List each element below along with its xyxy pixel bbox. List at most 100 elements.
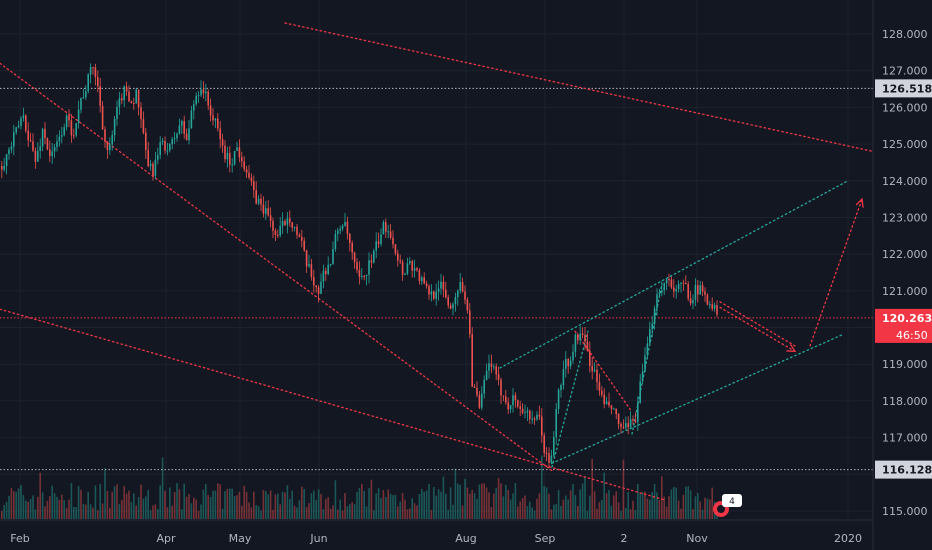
volume-bar <box>39 472 41 519</box>
volume-bar <box>651 492 653 519</box>
volume-bar <box>3 505 5 519</box>
price-tick: 128.000 <box>882 28 928 41</box>
candle-body <box>382 222 385 235</box>
candle-body <box>699 285 701 295</box>
volume-bar <box>27 501 29 519</box>
candle-body <box>713 305 716 309</box>
corner-badge[interactable]: 4 <box>713 494 742 517</box>
candle-body <box>694 285 697 300</box>
candle-body <box>85 91 87 98</box>
volume-bar <box>161 457 164 519</box>
volume-bar <box>260 510 262 519</box>
candle-body <box>267 208 269 216</box>
candle-body <box>689 298 692 304</box>
trend-line <box>719 306 795 351</box>
volume-bar <box>255 505 257 519</box>
candle-body <box>97 77 99 87</box>
candle-body <box>253 181 255 191</box>
candle-body <box>233 150 236 165</box>
volume-bar <box>421 489 423 519</box>
price-tick: 121.000 <box>882 285 928 298</box>
candle-body <box>502 395 505 397</box>
volume-bar <box>416 505 418 519</box>
candle-body <box>615 408 617 415</box>
volume-bar <box>97 510 99 519</box>
volume-bar <box>668 496 670 519</box>
candle-body <box>169 143 171 151</box>
candle-body <box>617 414 620 424</box>
volume-bar <box>193 497 195 519</box>
candle-body <box>629 419 632 428</box>
volume-bar <box>113 486 116 519</box>
candle-body <box>370 260 373 263</box>
volume-bar <box>85 504 87 519</box>
candle-body <box>461 282 464 292</box>
volume-bar <box>277 493 279 519</box>
candle-body <box>634 420 637 423</box>
volume-bar <box>286 485 289 519</box>
volume-bar <box>94 485 97 519</box>
time-axis[interactable]: Feb Apr May Jun Aug Sep 2 Nov 2020 <box>10 532 862 545</box>
volume-bar <box>454 468 457 519</box>
volume-bar <box>188 494 190 519</box>
volume-bar <box>692 509 694 519</box>
price-tick: 119.000 <box>882 358 928 371</box>
volume-bar <box>183 483 185 519</box>
candle-body <box>361 276 363 278</box>
volume-bar <box>257 506 260 519</box>
volume-bar <box>673 486 675 519</box>
candle-body <box>596 369 598 382</box>
candle-body <box>99 86 101 106</box>
candle-body <box>665 279 668 284</box>
candle-body <box>121 98 123 101</box>
volume-bar <box>142 498 145 519</box>
volume-bar <box>543 486 545 519</box>
volume-bar <box>109 507 111 519</box>
volume-bar <box>382 489 385 519</box>
candle-body <box>413 268 416 271</box>
volume-bar <box>226 488 229 519</box>
candle-body <box>682 282 685 284</box>
volume-bar <box>665 506 668 519</box>
candle-body <box>409 261 411 264</box>
volume-bar <box>572 484 574 519</box>
candle-body <box>385 222 387 232</box>
volume-bar <box>481 483 483 519</box>
candle-body <box>344 221 346 226</box>
volume-bar <box>569 490 572 519</box>
candle-body <box>478 395 481 408</box>
candle-body <box>668 279 670 281</box>
volume-bar <box>473 493 476 519</box>
candle-body <box>553 437 555 456</box>
candle-body <box>577 334 579 341</box>
volume-bar <box>121 499 123 519</box>
candle-body <box>709 304 711 306</box>
volume-bar <box>625 507 627 519</box>
volume-bar <box>591 458 593 519</box>
candle-body <box>101 105 104 130</box>
volume-bar <box>44 506 46 519</box>
candle-body <box>63 127 65 136</box>
volume-bar <box>423 491 425 519</box>
countdown-label: 46:50 <box>896 329 928 342</box>
volume-bar <box>298 500 301 519</box>
volume-bar <box>603 472 605 519</box>
volume-bar <box>195 499 197 519</box>
volume-bar <box>349 504 351 519</box>
candle-body <box>435 291 437 299</box>
volume-bar <box>389 493 392 519</box>
candle-body <box>17 125 20 128</box>
volume-bar <box>329 508 332 519</box>
trend-line <box>499 180 849 369</box>
candle-body <box>92 67 94 69</box>
volume-bar <box>471 489 473 519</box>
volume-bar <box>483 483 485 519</box>
volume-bar <box>320 494 322 519</box>
volume-bar <box>56 496 58 519</box>
candle-body <box>464 291 466 300</box>
volume-bar <box>313 490 315 519</box>
volume-bar <box>236 495 238 519</box>
trend-line <box>0 308 666 501</box>
volume-bar <box>231 488 233 519</box>
